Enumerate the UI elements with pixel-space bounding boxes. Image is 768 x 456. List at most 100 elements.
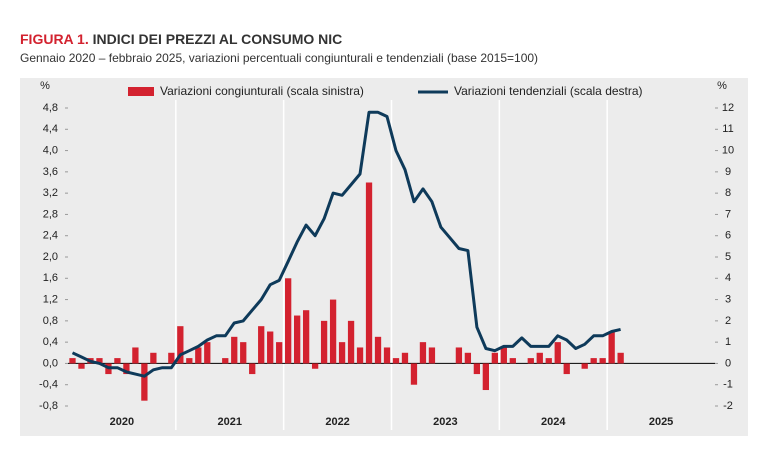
- bar: [231, 336, 238, 364]
- bar: [374, 336, 382, 364]
- bar: [276, 342, 283, 364]
- bar: [347, 320, 355, 364]
- legend-swatch: [128, 87, 154, 96]
- y2-tick-label: 2: [725, 315, 731, 327]
- bar: [500, 347, 507, 364]
- title-prefix: FIGURA 1.: [20, 31, 89, 47]
- bar: [240, 342, 247, 364]
- y-tick-label: 2,8: [43, 208, 58, 220]
- y-tick-label: 4,4: [43, 123, 58, 135]
- bar: [141, 363, 148, 401]
- y2-tick-label: 11: [722, 123, 733, 135]
- legend-label: Variazioni tendenziali (scala destra): [454, 84, 643, 98]
- y-tick-label: 4,8: [43, 102, 58, 114]
- bar: [78, 363, 85, 369]
- y-tick-label: 0,0: [43, 357, 58, 369]
- bar: [563, 363, 570, 375]
- x-year-label: 2024: [541, 416, 566, 428]
- bar: [383, 347, 391, 364]
- bar: [338, 342, 346, 364]
- y2-tick-label: -1: [723, 379, 733, 391]
- bar: [527, 358, 534, 364]
- bar: [464, 352, 472, 364]
- bar: [554, 342, 561, 364]
- y-tick-label: -0,8: [39, 400, 58, 412]
- bar: [599, 358, 606, 364]
- y2-tick-label: 0: [725, 357, 731, 369]
- bar: [222, 358, 229, 364]
- y-tick-label: 2,4: [43, 230, 58, 242]
- y-tick-label: 3,2: [43, 187, 58, 199]
- bar: [356, 347, 364, 364]
- chart-subtitle: Gennaio 2020 – febbraio 2025, variazioni…: [20, 51, 538, 65]
- bar: [365, 182, 373, 364]
- line: [71, 110, 621, 378]
- bar: [536, 352, 543, 364]
- y-tick-label: 0,4: [43, 336, 58, 348]
- y-tick-label: 2,0: [43, 251, 58, 263]
- bar: [392, 358, 400, 364]
- bar: [69, 358, 76, 364]
- bar: [455, 347, 463, 364]
- x-year-label: 2023: [433, 416, 457, 428]
- bar: [419, 342, 427, 364]
- bar: [114, 358, 121, 364]
- y2-tick-label: 12: [722, 102, 734, 114]
- bar: [509, 358, 516, 364]
- y2-tick-label: 3: [725, 293, 731, 305]
- bar: [473, 363, 481, 375]
- bar: [132, 347, 139, 364]
- bar: [195, 347, 202, 364]
- y-tick-label: 1,2: [43, 293, 58, 305]
- bar: [329, 299, 337, 364]
- bar: [294, 315, 301, 364]
- bar: [590, 358, 597, 364]
- bar: [168, 352, 175, 364]
- bar: [150, 352, 157, 364]
- bar: [482, 363, 489, 391]
- y-tick-label: 1,6: [43, 272, 58, 284]
- bar: [302, 310, 310, 364]
- title-line: FIGURA 1. INDICI DEI PREZZI AL CONSUMO N…: [20, 31, 342, 47]
- bar: [491, 352, 498, 364]
- y2-tick-label: 9: [725, 166, 731, 178]
- bar: [410, 363, 418, 385]
- x-year-label: 2025: [649, 416, 673, 428]
- y-tick-label: 4,0: [43, 144, 58, 156]
- y2-tick-label: 1: [725, 336, 731, 348]
- bar: [96, 358, 103, 364]
- y2-tick-label: 6: [725, 230, 731, 242]
- bar: [249, 363, 256, 375]
- bar: [285, 278, 292, 364]
- y-tick-label: 3,6: [43, 166, 58, 178]
- bar: [186, 358, 193, 364]
- bar: [617, 352, 624, 364]
- plot-background: [20, 78, 748, 436]
- y-tick-label: -0,4: [39, 379, 58, 391]
- y2-tick-label: 4: [725, 272, 731, 284]
- bar: [267, 331, 274, 364]
- bar: [581, 363, 588, 369]
- legend-label: Variazioni congiunturali (scala sinistra…: [160, 84, 364, 98]
- bar: [311, 363, 319, 369]
- bar: [258, 326, 265, 364]
- bar: [123, 363, 130, 375]
- y2-unit: %: [717, 80, 727, 92]
- y-unit: %: [40, 80, 50, 92]
- bar: [428, 347, 436, 364]
- x-year-label: 2022: [325, 416, 349, 428]
- bar: [320, 320, 328, 364]
- bar: [177, 326, 184, 364]
- y-tick-label: 0,8: [43, 315, 58, 327]
- x-year-label: 2021: [218, 416, 242, 428]
- chart-title: INDICI DEI PREZZI AL CONSUMO NIC: [93, 31, 343, 47]
- x-year-label: 2020: [110, 416, 134, 428]
- bar: [204, 342, 211, 364]
- bar: [545, 358, 552, 364]
- y2-tick-label: -2: [723, 400, 733, 412]
- bar: [608, 331, 615, 364]
- bar: [401, 352, 409, 364]
- y2-tick-label: 10: [722, 144, 734, 156]
- y2-tick-label: 7: [725, 208, 731, 220]
